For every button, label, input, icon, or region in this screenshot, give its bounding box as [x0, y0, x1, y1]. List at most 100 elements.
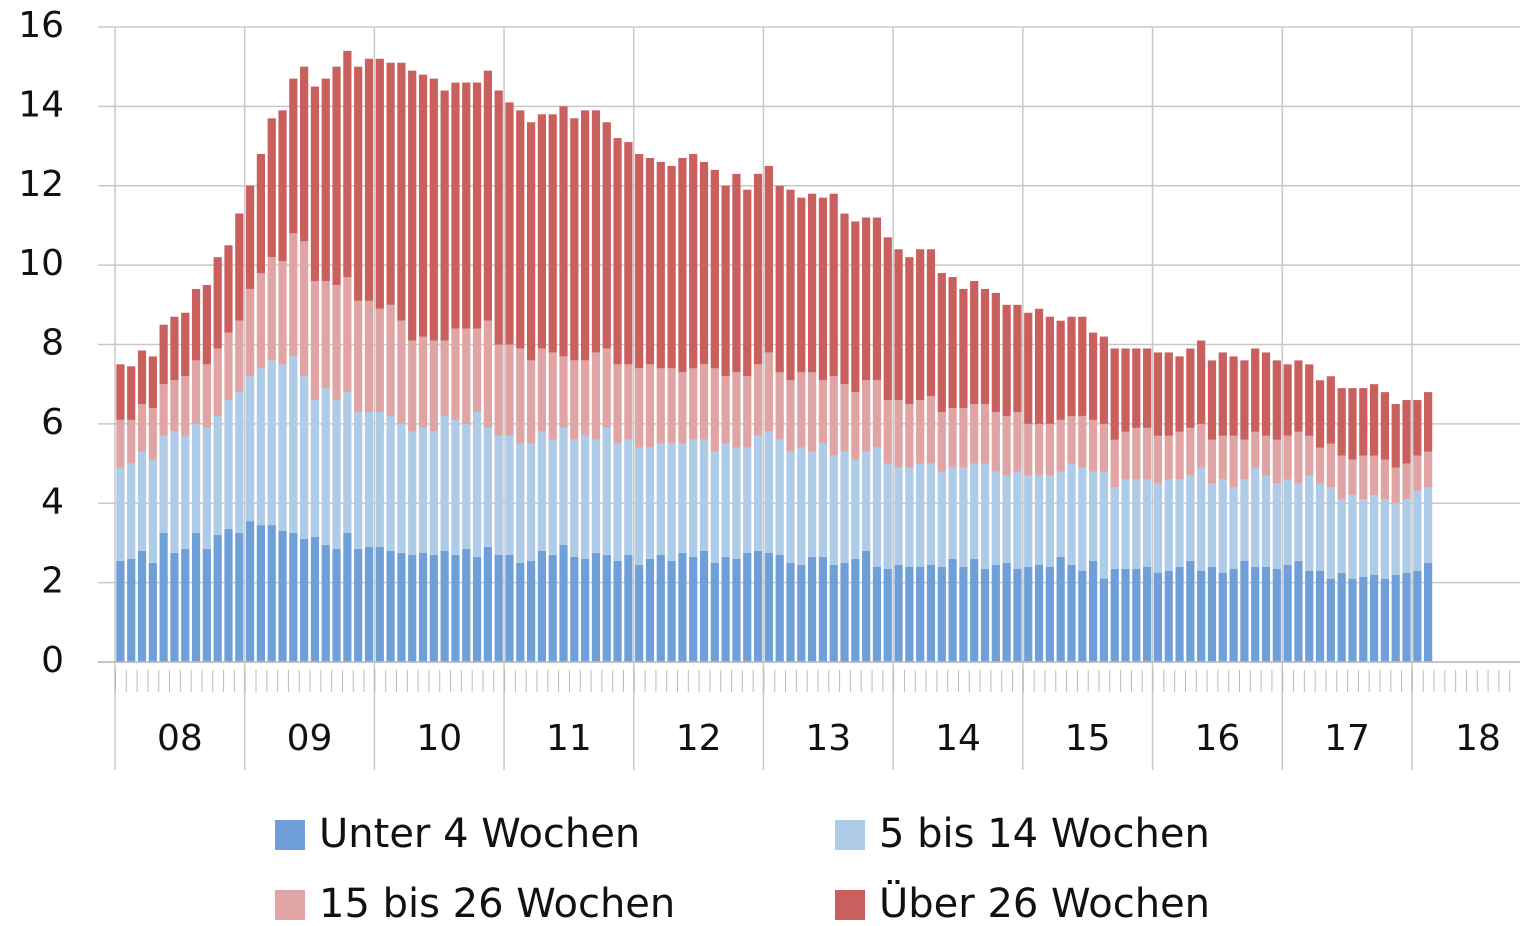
bar-segment — [559, 356, 568, 428]
bar-segment — [1283, 479, 1292, 565]
bar-segment — [1272, 568, 1281, 662]
bar-segment — [1186, 348, 1195, 428]
bar-segment — [408, 340, 417, 432]
bar-segment — [1380, 459, 1390, 500]
bar-segment — [278, 531, 287, 662]
bar-segment — [689, 556, 698, 662]
bar-segment — [656, 554, 665, 662]
bar-segment — [1207, 566, 1217, 662]
bar-segment — [202, 548, 211, 662]
bar-segment — [462, 82, 471, 329]
bar-segment — [624, 554, 633, 662]
y-tick-label: 10 — [18, 243, 64, 284]
bar-segment — [581, 360, 590, 436]
bar-segment — [883, 400, 892, 464]
bar-segment — [851, 221, 860, 393]
bar-segment — [343, 277, 352, 393]
bar-segment — [1045, 423, 1054, 476]
bar-segment — [321, 544, 330, 662]
bar-segment — [1240, 360, 1249, 440]
bar-segment — [1153, 352, 1163, 436]
bar-segment — [667, 368, 676, 444]
x-tick-label: 15 — [1065, 718, 1111, 759]
bar-segment — [970, 558, 979, 662]
bar-segment — [710, 368, 719, 452]
bar-segment — [397, 423, 406, 553]
bar-segment — [267, 525, 276, 662]
bar-segment — [1337, 388, 1346, 456]
bar-segment — [256, 273, 266, 369]
bar-segment — [905, 566, 914, 662]
bar-segment — [137, 404, 147, 452]
bar-segment — [829, 193, 838, 377]
bar-segment — [1143, 566, 1152, 662]
bar-segment — [1359, 455, 1368, 500]
bar-segment — [645, 364, 655, 448]
bar-segment — [191, 288, 201, 361]
bar-segment — [721, 185, 730, 377]
bar-segment — [829, 455, 838, 565]
bar-segment — [678, 372, 687, 444]
bar-segment — [375, 58, 384, 309]
bar-segment — [170, 552, 179, 662]
bar-segment — [170, 380, 179, 432]
x-tick-label: 13 — [805, 718, 851, 759]
bar-segment — [818, 197, 828, 381]
bar-segment — [970, 404, 979, 464]
bar-segment — [386, 62, 395, 305]
bar-segment — [991, 292, 1000, 412]
bar-segment — [721, 376, 730, 444]
bar-segment — [656, 161, 665, 369]
bar-segment — [1337, 455, 1346, 500]
bar-segment — [245, 376, 255, 522]
bar-segment — [1175, 566, 1184, 662]
bar-segment — [948, 558, 957, 662]
bar-segment — [1326, 376, 1335, 444]
bar-segment — [1251, 467, 1260, 567]
bar-segment — [1175, 479, 1184, 567]
bar-segment — [1424, 392, 1433, 452]
bar-segment — [289, 533, 298, 662]
x-tick-label: 14 — [935, 718, 981, 759]
bar-segment — [494, 90, 503, 345]
bar-segment — [300, 241, 309, 377]
bar-segment — [278, 261, 287, 365]
bar-segment — [1024, 312, 1033, 424]
bar-segment — [1305, 570, 1314, 662]
bar-segment — [1391, 467, 1400, 504]
bar-segment — [181, 435, 190, 549]
bar-segment — [548, 114, 557, 353]
bar-segment — [1078, 467, 1087, 571]
bar-segment — [224, 245, 233, 333]
bar-segment — [1013, 304, 1022, 412]
bar-segment — [894, 249, 903, 401]
bar-segment — [397, 320, 406, 424]
bar-segment — [1002, 475, 1011, 563]
bar-segment — [181, 548, 190, 662]
bar-segment — [1002, 304, 1011, 416]
y-tick-label: 16 — [18, 5, 64, 46]
bar-segment — [689, 368, 698, 440]
bar-segment — [1413, 400, 1422, 456]
bar-segment — [959, 566, 968, 662]
bar-segment — [645, 447, 655, 559]
bar-segment — [137, 350, 147, 405]
bar-segment — [732, 372, 741, 448]
bar-segment — [256, 154, 266, 274]
legend-label: 5 bis 14 Wochen — [879, 811, 1210, 857]
bar-segment — [1294, 431, 1303, 484]
bar-segment — [429, 431, 438, 555]
bar-segment — [797, 372, 806, 448]
bar-segment — [1067, 415, 1076, 464]
bar-segment — [1294, 483, 1303, 561]
bar-segment — [1402, 572, 1411, 662]
bar-segment — [1424, 451, 1433, 488]
bar-segment — [1110, 568, 1119, 662]
bar-segment — [202, 427, 211, 549]
bar-segment — [905, 404, 914, 468]
bar-segment — [472, 556, 482, 662]
bar-segment — [364, 300, 374, 412]
bar-segment — [775, 439, 784, 555]
bar-segment — [851, 392, 860, 460]
bar-segment — [559, 427, 568, 545]
